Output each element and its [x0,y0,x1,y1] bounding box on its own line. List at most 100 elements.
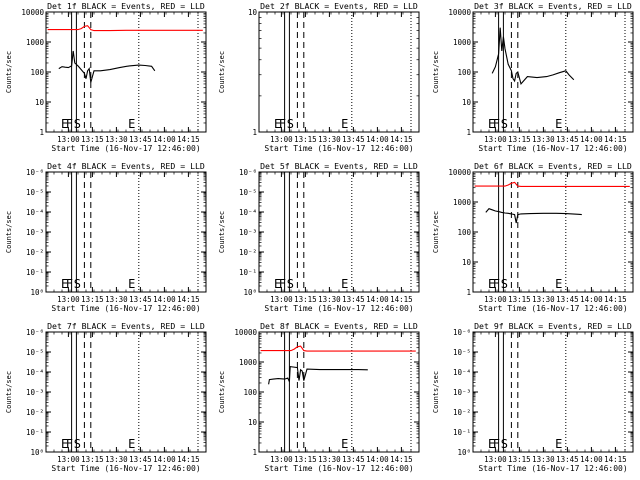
event-marker-label: E [61,277,68,291]
x-tick-label: 14:15 [604,455,627,464]
y-tick-label: 1 [466,288,471,297]
x-tick-label: 13:45 [342,135,365,144]
x-tick-label: 13:30 [532,295,555,304]
y-axis-label: Counts/sec [432,51,440,93]
event-marker-label: F [66,437,73,451]
y-tick-label: 100 [243,388,257,397]
y-tick-label: 10⁻³ [453,388,471,397]
event-marker-label: F [279,117,286,131]
x-tick-label: 14:00 [153,135,176,144]
y-tick-label: 10 [35,98,45,107]
y-tick-label: 10⁻² [239,248,257,257]
event-marker-label: E [128,117,135,131]
event-marker-label: E [128,437,135,451]
x-tick-label: 14:00 [580,135,603,144]
x-tick-label: 13:00 [270,295,293,304]
y-tick-label: 10 [462,98,472,107]
x-tick-label: 13:00 [270,455,293,464]
chart-title: Det 5f BLACK = Events, RED = LLD [260,161,418,171]
x-tick-label: 13:45 [556,295,579,304]
y-axis-label: Counts/sec [218,51,226,93]
event-marker-label: E [488,437,495,451]
y-tick-label: 1 [252,448,257,457]
x-tick-label: 13:00 [57,135,80,144]
y-tick-label: 1000 [453,38,472,47]
x-tick-label: 14:15 [604,295,627,304]
plot-frame [45,331,207,453]
y-tick-label: 10⁻¹ [453,428,471,437]
y-tick-label: 1 [466,128,471,137]
x-tick-label: 13:15 [508,135,531,144]
event-rate-line [58,50,156,83]
event-marker-label: E [61,437,68,451]
event-marker-label: S [74,277,81,291]
x-tick-label: 13:45 [342,295,365,304]
event-marker-label: E [555,277,562,291]
y-tick-label: 10⁰ [457,448,471,457]
x-tick-label: 13:30 [318,455,341,464]
y-tick-label: 10⁰ [30,288,44,297]
event-marker-label: S [74,437,81,451]
event-marker-label: F [66,277,73,291]
y-tick-label: 10⁻³ [26,388,44,397]
x-axis-label: Start Time (16-Nov-17 12:46:00) [264,464,413,473]
lld-rate-line [474,181,630,187]
y-tick-label: 10000 [448,168,471,177]
x-tick-label: 14:00 [366,455,389,464]
y-tick-label: 10000 [21,8,44,17]
x-tick-label: 13:15 [81,295,104,304]
x-axis-label: Start Time (16-Nov-17 12:46:00) [51,144,200,153]
event-marker-label: S [74,117,81,131]
y-tick-label: 1 [39,128,44,137]
x-tick-label: 13:15 [294,135,317,144]
y-tick-label: 10 [248,418,258,427]
event-marker-label: F [493,277,500,291]
x-tick-label: 14:00 [366,295,389,304]
event-marker-label: E [341,437,348,451]
y-tick-label: 1 [252,128,257,137]
chart-title: Det 9f BLACK = Events, RED = LLD [474,321,632,331]
x-axis-label: Start Time (16-Nov-17 12:46:00) [51,304,200,313]
x-tick-label: 13:45 [129,455,152,464]
event-marker-label: S [287,277,294,291]
y-tick-label: 10⁻⁵ [453,348,471,357]
event-marker-label: E [274,277,281,291]
x-axis-label: Start Time (16-Nov-17 12:46:00) [264,144,413,153]
y-axis-label: Counts/sec [5,51,13,93]
chart-title: Det 8f BLACK = Events, RED = LLD [260,321,418,331]
y-tick-label: 10⁻² [453,408,471,417]
y-axis-label: Counts/sec [5,211,13,253]
y-tick-label: 10⁻² [26,408,44,417]
x-tick-label: 14:00 [580,295,603,304]
x-tick-label: 13:45 [556,455,579,464]
event-rate-line [268,365,368,385]
x-tick-label: 13:00 [57,455,80,464]
x-tick-label: 14:15 [177,295,200,304]
chart-panel-3: Det 3f BLACK = Events, RED = LLD 1 10 100 10… [432,1,634,153]
x-axis-label: Start Time (16-Nov-17 12:46:00) [51,464,200,473]
plot-frame [45,171,207,293]
x-tick-label: 13:45 [342,455,365,464]
chart-panel-9: Det 9f BLACK = Events, RED = LLD 10⁰ 10⁻¹ 1… [432,321,634,473]
x-tick-label: 13:00 [57,295,80,304]
y-tick-label: 10000 [448,8,471,17]
event-marker-label: F [493,437,500,451]
event-marker-label: E [488,277,495,291]
x-tick-label: 14:15 [604,135,627,144]
chart-panel-8: Det 8f BLACK = Events, RED = LLD 1 10 100 10… [218,321,420,473]
x-axis-label: Start Time (16-Nov-17 12:46:00) [264,304,413,313]
chart-panel-1: Det 1f BLACK = Events, RED = LLD 1 10 100 10… [5,1,207,153]
plot-frame [258,11,420,133]
y-tick-label: 10 [248,8,258,17]
y-axis-label: Counts/sec [218,211,226,253]
x-axis-label: Start Time (16-Nov-17 12:46:00) [478,144,627,153]
x-tick-label: 14:15 [390,295,413,304]
y-tick-label: 10⁻⁶ [239,168,257,177]
event-marker-label: S [501,437,508,451]
x-axis-label: Start Time (16-Nov-17 12:46:00) [478,304,627,313]
event-marker-label: F [279,277,286,291]
y-tick-label: 10⁻⁴ [26,368,44,377]
x-tick-label: 13:15 [81,135,104,144]
event-rate-line [485,208,582,224]
lld-rate-line [47,25,203,32]
